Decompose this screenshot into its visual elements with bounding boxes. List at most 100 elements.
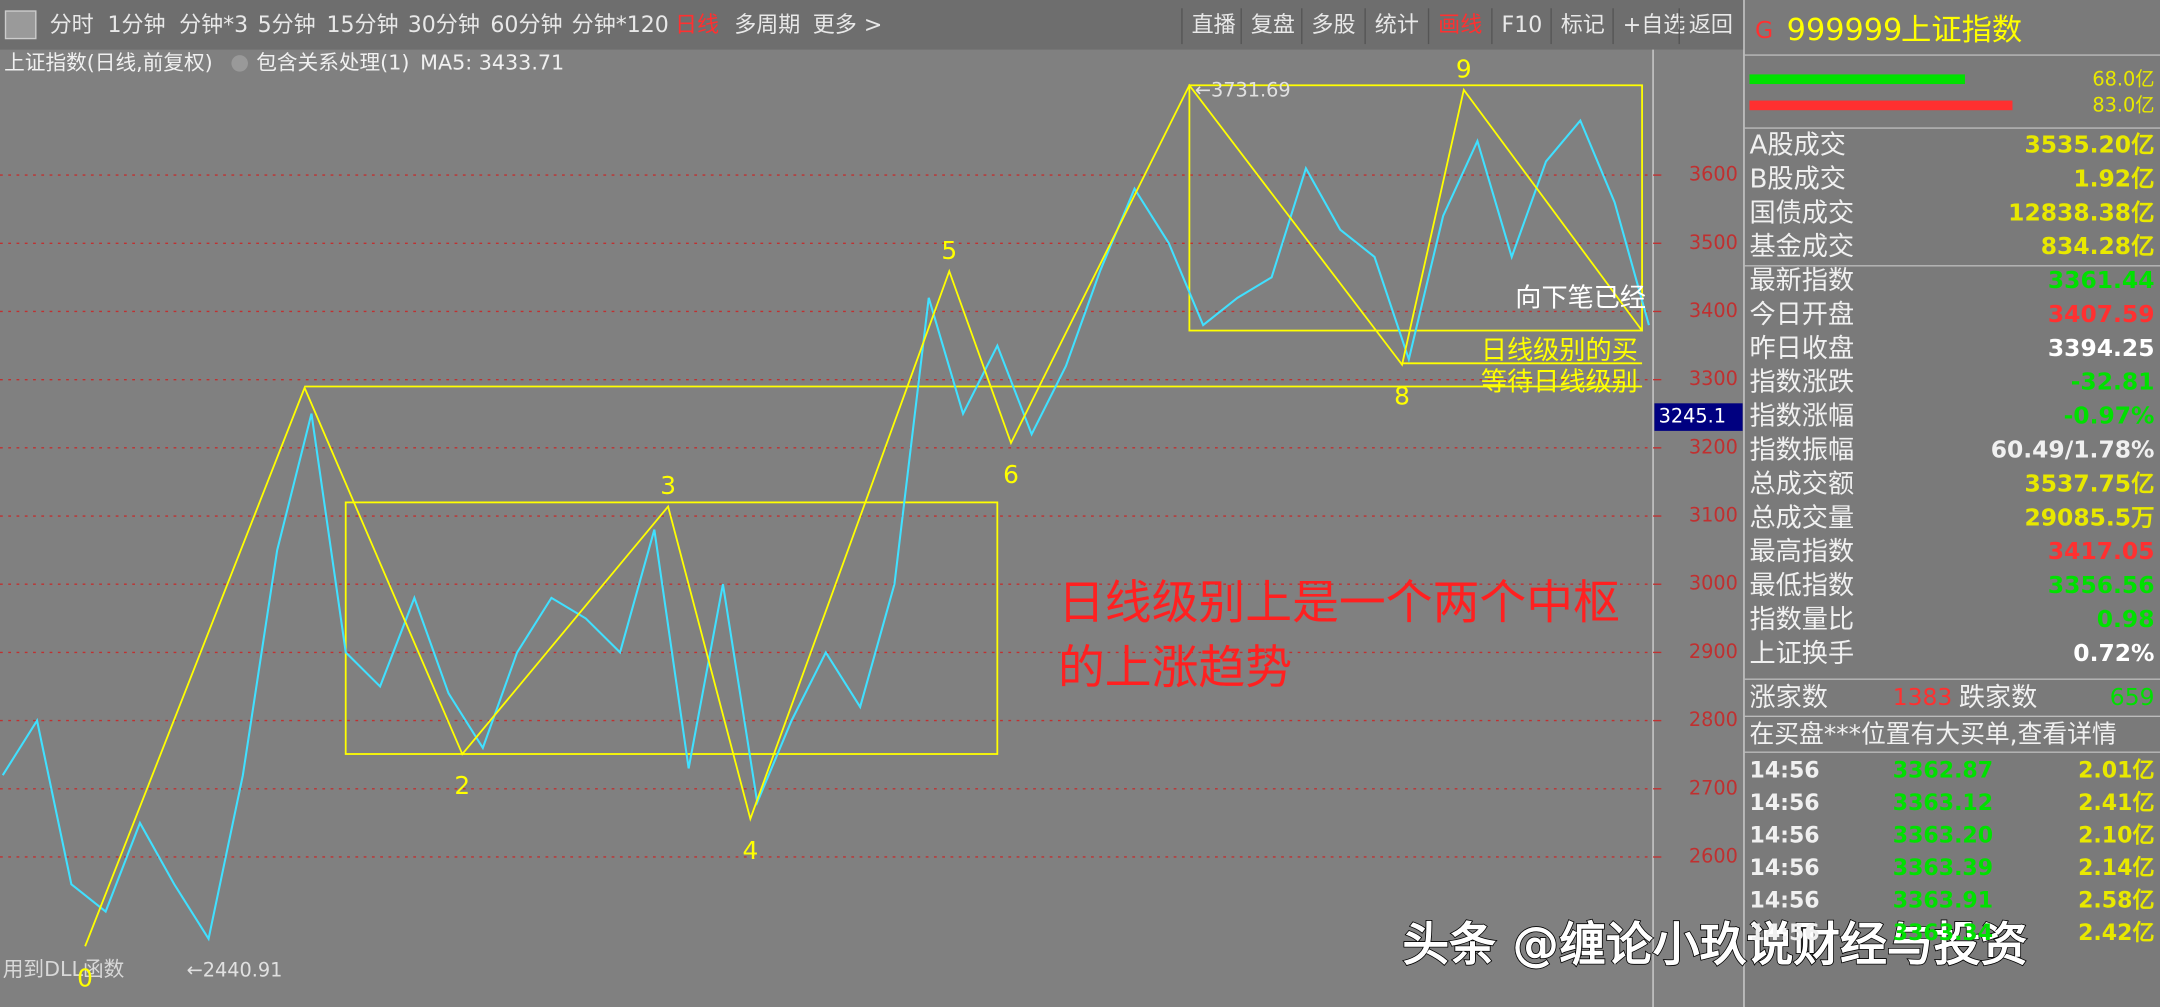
period-tab[interactable]: 分钟*3	[179, 13, 248, 38]
stat-value: 834.28亿	[2041, 232, 2155, 260]
menu-icon[interactable]	[4, 10, 37, 40]
price-line	[1, 118, 1650, 942]
headline: 的上涨趋势	[1058, 641, 1292, 695]
note: 日线级别的买	[1481, 336, 1638, 366]
y-tick-label: 3200	[1689, 435, 1738, 458]
y-tick-label: 2900	[1689, 640, 1738, 663]
tool-button[interactable]: 直播	[1192, 13, 1236, 38]
extreme-label: ←3731.69	[1195, 78, 1291, 101]
trade-amount: 2.58亿	[2078, 888, 2154, 913]
stroke-label: 0	[77, 963, 93, 992]
decline-label: 跌家数	[1959, 683, 2037, 713]
stat-label: 昨日收盘	[1749, 334, 1854, 364]
trade-price: 3363.34	[1893, 921, 1993, 946]
tool-button[interactable]: +自选	[1623, 13, 1686, 38]
stat-label: 国债成交	[1749, 198, 1854, 228]
tool-button[interactable]: 画线	[1438, 13, 1482, 38]
trade-time: 14:56	[1749, 823, 1819, 848]
panel-bg	[1743, 0, 2160, 1007]
period-tab[interactable]: 1分钟	[107, 13, 165, 38]
toolbar-bg	[0, 0, 1744, 50]
y-tick-label: 2800	[1689, 708, 1738, 731]
period-tab[interactable]: 日线	[675, 13, 719, 38]
y-tick-label: 2600	[1689, 844, 1738, 867]
stat-label: 总成交额	[1749, 469, 1854, 499]
volume-bar	[1749, 100, 2013, 111]
extreme-label: ←2440.91	[187, 958, 283, 981]
note: 向下笔已经	[1515, 283, 1646, 313]
trade-price: 3363.91	[1893, 888, 1993, 913]
tool-button[interactable]: 多股	[1311, 13, 1355, 38]
panel-name: 上证指数	[1901, 13, 2022, 48]
trade-time: 14:56	[1749, 921, 1819, 946]
decline-count: 659	[2110, 683, 2155, 711]
stat-value: 3361.44	[2048, 266, 2155, 294]
stat-value: 1.92亿	[2073, 164, 2154, 192]
cursor-marker	[1654, 403, 1743, 431]
setting-icon[interactable]	[231, 55, 248, 72]
stat-label: 最新指数	[1749, 266, 1854, 296]
stroke-label: 2	[454, 771, 470, 800]
stat-label: 指数涨幅	[1749, 402, 1854, 432]
y-tick-label: 3500	[1689, 231, 1738, 254]
tool-button[interactable]: F10	[1502, 13, 1543, 38]
stroke-label: 8	[1394, 382, 1410, 411]
tool-button[interactable]: 复盘	[1251, 13, 1295, 38]
tool-button[interactable]: 统计	[1375, 13, 1419, 38]
tool-button[interactable]: 返回	[1689, 13, 1733, 38]
period-tab[interactable]: 分钟*120	[572, 13, 669, 38]
y-tick-label: 3400	[1689, 299, 1738, 322]
stat-value: 3356.56	[2048, 571, 2155, 599]
chart-title: 上证指数(日线,前复权)	[4, 50, 213, 74]
axis-bg	[1653, 49, 1744, 1007]
period-tab[interactable]: 分时	[50, 13, 94, 38]
period-tab[interactable]: 60分钟	[490, 13, 562, 38]
volume-label: 68.0亿	[2092, 67, 2154, 90]
cursor-label: 3245.1	[1659, 405, 1726, 428]
stat-label: 上证换手	[1749, 639, 1854, 669]
stat-value: -32.81	[2071, 368, 2155, 396]
volume-bar	[1749, 74, 1965, 85]
trade-price: 3363.12	[1893, 791, 1993, 816]
period-tab[interactable]: 多周期	[734, 13, 800, 38]
stroke-label: 9	[1456, 55, 1472, 84]
stat-value: 3537.75亿	[2024, 469, 2154, 497]
stat-label: 指数涨跌	[1749, 368, 1854, 398]
panel-flag: G	[1755, 16, 1773, 44]
trade-time: 14:56	[1749, 758, 1819, 783]
trade-amount: 2.10亿	[2078, 823, 2154, 848]
period-tab[interactable]: 更多 >	[813, 13, 883, 38]
stroke-line	[84, 83, 1643, 947]
volume-label: 83.0亿	[2092, 94, 2154, 117]
y-tick-label: 3100	[1689, 504, 1738, 527]
stat-label: 最高指数	[1749, 537, 1854, 567]
stat-label: 总成交量	[1749, 503, 1854, 533]
ma-label: MA5: 3433.71	[420, 50, 564, 74]
notice[interactable]: 在买盘***位置有大买单,查看详情	[1749, 720, 2116, 749]
trade-price: 3362.87	[1893, 758, 1993, 783]
trade-amount: 2.41亿	[2078, 791, 2154, 816]
stat-label: A股成交	[1749, 131, 1845, 161]
stat-value: 12838.38亿	[2008, 198, 2154, 226]
tool-button[interactable]: 标记	[1561, 13, 1605, 38]
period-tab[interactable]: 15分钟	[326, 13, 398, 38]
stat-label: 指数量比	[1749, 605, 1854, 635]
period-tab[interactable]: 5分钟	[258, 13, 316, 38]
advance-count: 1383	[1893, 683, 1953, 711]
trade-time: 14:56	[1749, 856, 1819, 881]
period-tab[interactable]: 30分钟	[408, 13, 480, 38]
headline: 日线级别上是一个两个中枢	[1058, 577, 1620, 631]
stat-label: B股成交	[1749, 164, 1845, 194]
trade-price: 3363.39	[1893, 856, 1993, 881]
trade-amount: 2.14亿	[2078, 856, 2154, 881]
stroke-label: 5	[941, 236, 957, 265]
trade-amount: 2.01亿	[2078, 758, 2154, 783]
trade-time: 14:56	[1749, 888, 1819, 913]
footer: 用到DLL函数	[3, 957, 125, 981]
trade-time: 14:56	[1749, 791, 1819, 816]
y-tick-label: 3300	[1689, 367, 1738, 390]
stat-value: 0.98	[2097, 605, 2155, 633]
y-tick-label: 2700	[1689, 776, 1738, 799]
note: 等待日线级别	[1481, 367, 1638, 397]
